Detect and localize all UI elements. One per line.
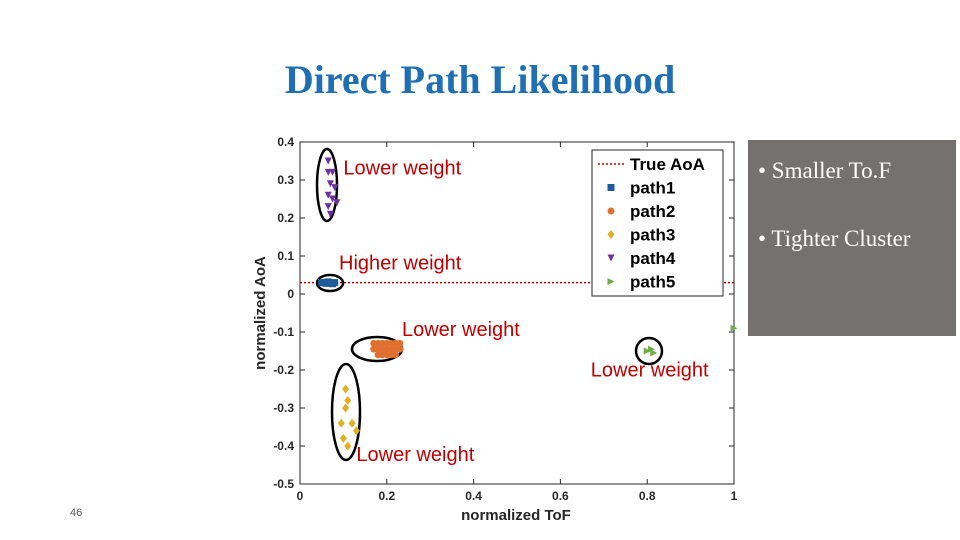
path5-point [648,345,656,353]
y-tick-label: -0.1 [273,325,294,339]
legend-marker-path5 [607,278,615,285]
path3-point [352,426,360,436]
path1-point [331,279,339,287]
path3-point [344,395,352,405]
legend-box [591,149,724,297]
note-tighter-cluster: • Tighter Cluster [758,226,911,251]
slide-title: Direct Path Likelihood [284,57,676,102]
path3-point [342,403,350,413]
legend: True AoA path1 path2 path3 path4 path5 [591,149,724,297]
path4-point [324,157,332,165]
y-tick-label: -0.2 [273,363,294,377]
legend-label: True AoA [630,155,705,174]
legend-label: path1 [630,179,675,198]
path4-point [331,184,339,192]
path5-point [730,324,738,332]
path4-point [333,199,341,207]
annotation-label: Lower weight [343,157,461,179]
cluster-ellipse [315,273,345,293]
cluster-ellipse [634,336,664,366]
legend-label: path5 [630,273,675,292]
y-tick-label: 0.4 [277,135,294,149]
x-tick-label: 0.8 [639,489,656,503]
path4-point [324,191,332,199]
y-tick-label: -0.5 [273,477,294,491]
axis-ticks: 0 0.2 0.4 0.6 0.8 1 0.4 0.3 0.2 0.1 0 -0.1 -0.2 -0.3 -… [273,135,737,503]
y-tick-label: -0.3 [273,401,294,415]
note-smaller-tof: • Smaller To.F [758,158,892,183]
annotation-label: Lower weight [402,319,520,341]
x-tick-label: 1 [731,489,738,503]
path2-point [396,345,404,353]
legend-label: path3 [630,226,675,245]
annotation-label: Lower weight [356,444,474,466]
x-tick-label: 0.4 [465,489,482,503]
y-tick-label: 0 [287,287,294,301]
y-tick-label: 0.2 [277,211,294,225]
path4-point [326,180,334,188]
x-axis-label: normalized ToF [461,507,571,524]
y-tick-label: 0.3 [277,173,294,187]
legend-label: path4 [630,249,676,268]
path2-point [396,339,404,347]
x-tick-label: 0 [297,489,304,503]
page-number: 46 [70,507,83,519]
cluster-ellipse [330,362,362,462]
path3-point [339,433,347,443]
path3-point [344,441,352,451]
annotation-label: Lower weight [591,359,709,381]
annotation-label: Higher weight [339,252,462,274]
path2-point [391,351,399,359]
legend-marker-path3 [607,230,615,239]
path3-point [348,418,356,428]
note-box: • Smaller To.F • Tighter Cluster [748,140,956,336]
y-tick-label: 0.1 [277,249,294,263]
path4-point [329,168,337,176]
y-axis-label: normalized AoA [252,256,269,370]
legend-marker-path4 [607,254,615,262]
data-points [318,157,738,451]
legend-label: path2 [630,202,675,221]
x-tick-label: 0.2 [378,489,395,503]
legend-marker-path2 [607,207,615,215]
path3-point [337,418,345,428]
annotations: Lower weight Higher weight Lower weight Low… [339,157,709,466]
path4-point [326,210,334,218]
path5-point [643,347,651,355]
y-tick-label: -0.4 [273,439,294,453]
x-tick-label: 0.6 [552,489,569,503]
path4-point [324,203,332,211]
path4-point [329,195,337,203]
path5-point [650,349,658,357]
legend-marker-path1 [607,184,615,191]
path3-point [342,384,350,394]
